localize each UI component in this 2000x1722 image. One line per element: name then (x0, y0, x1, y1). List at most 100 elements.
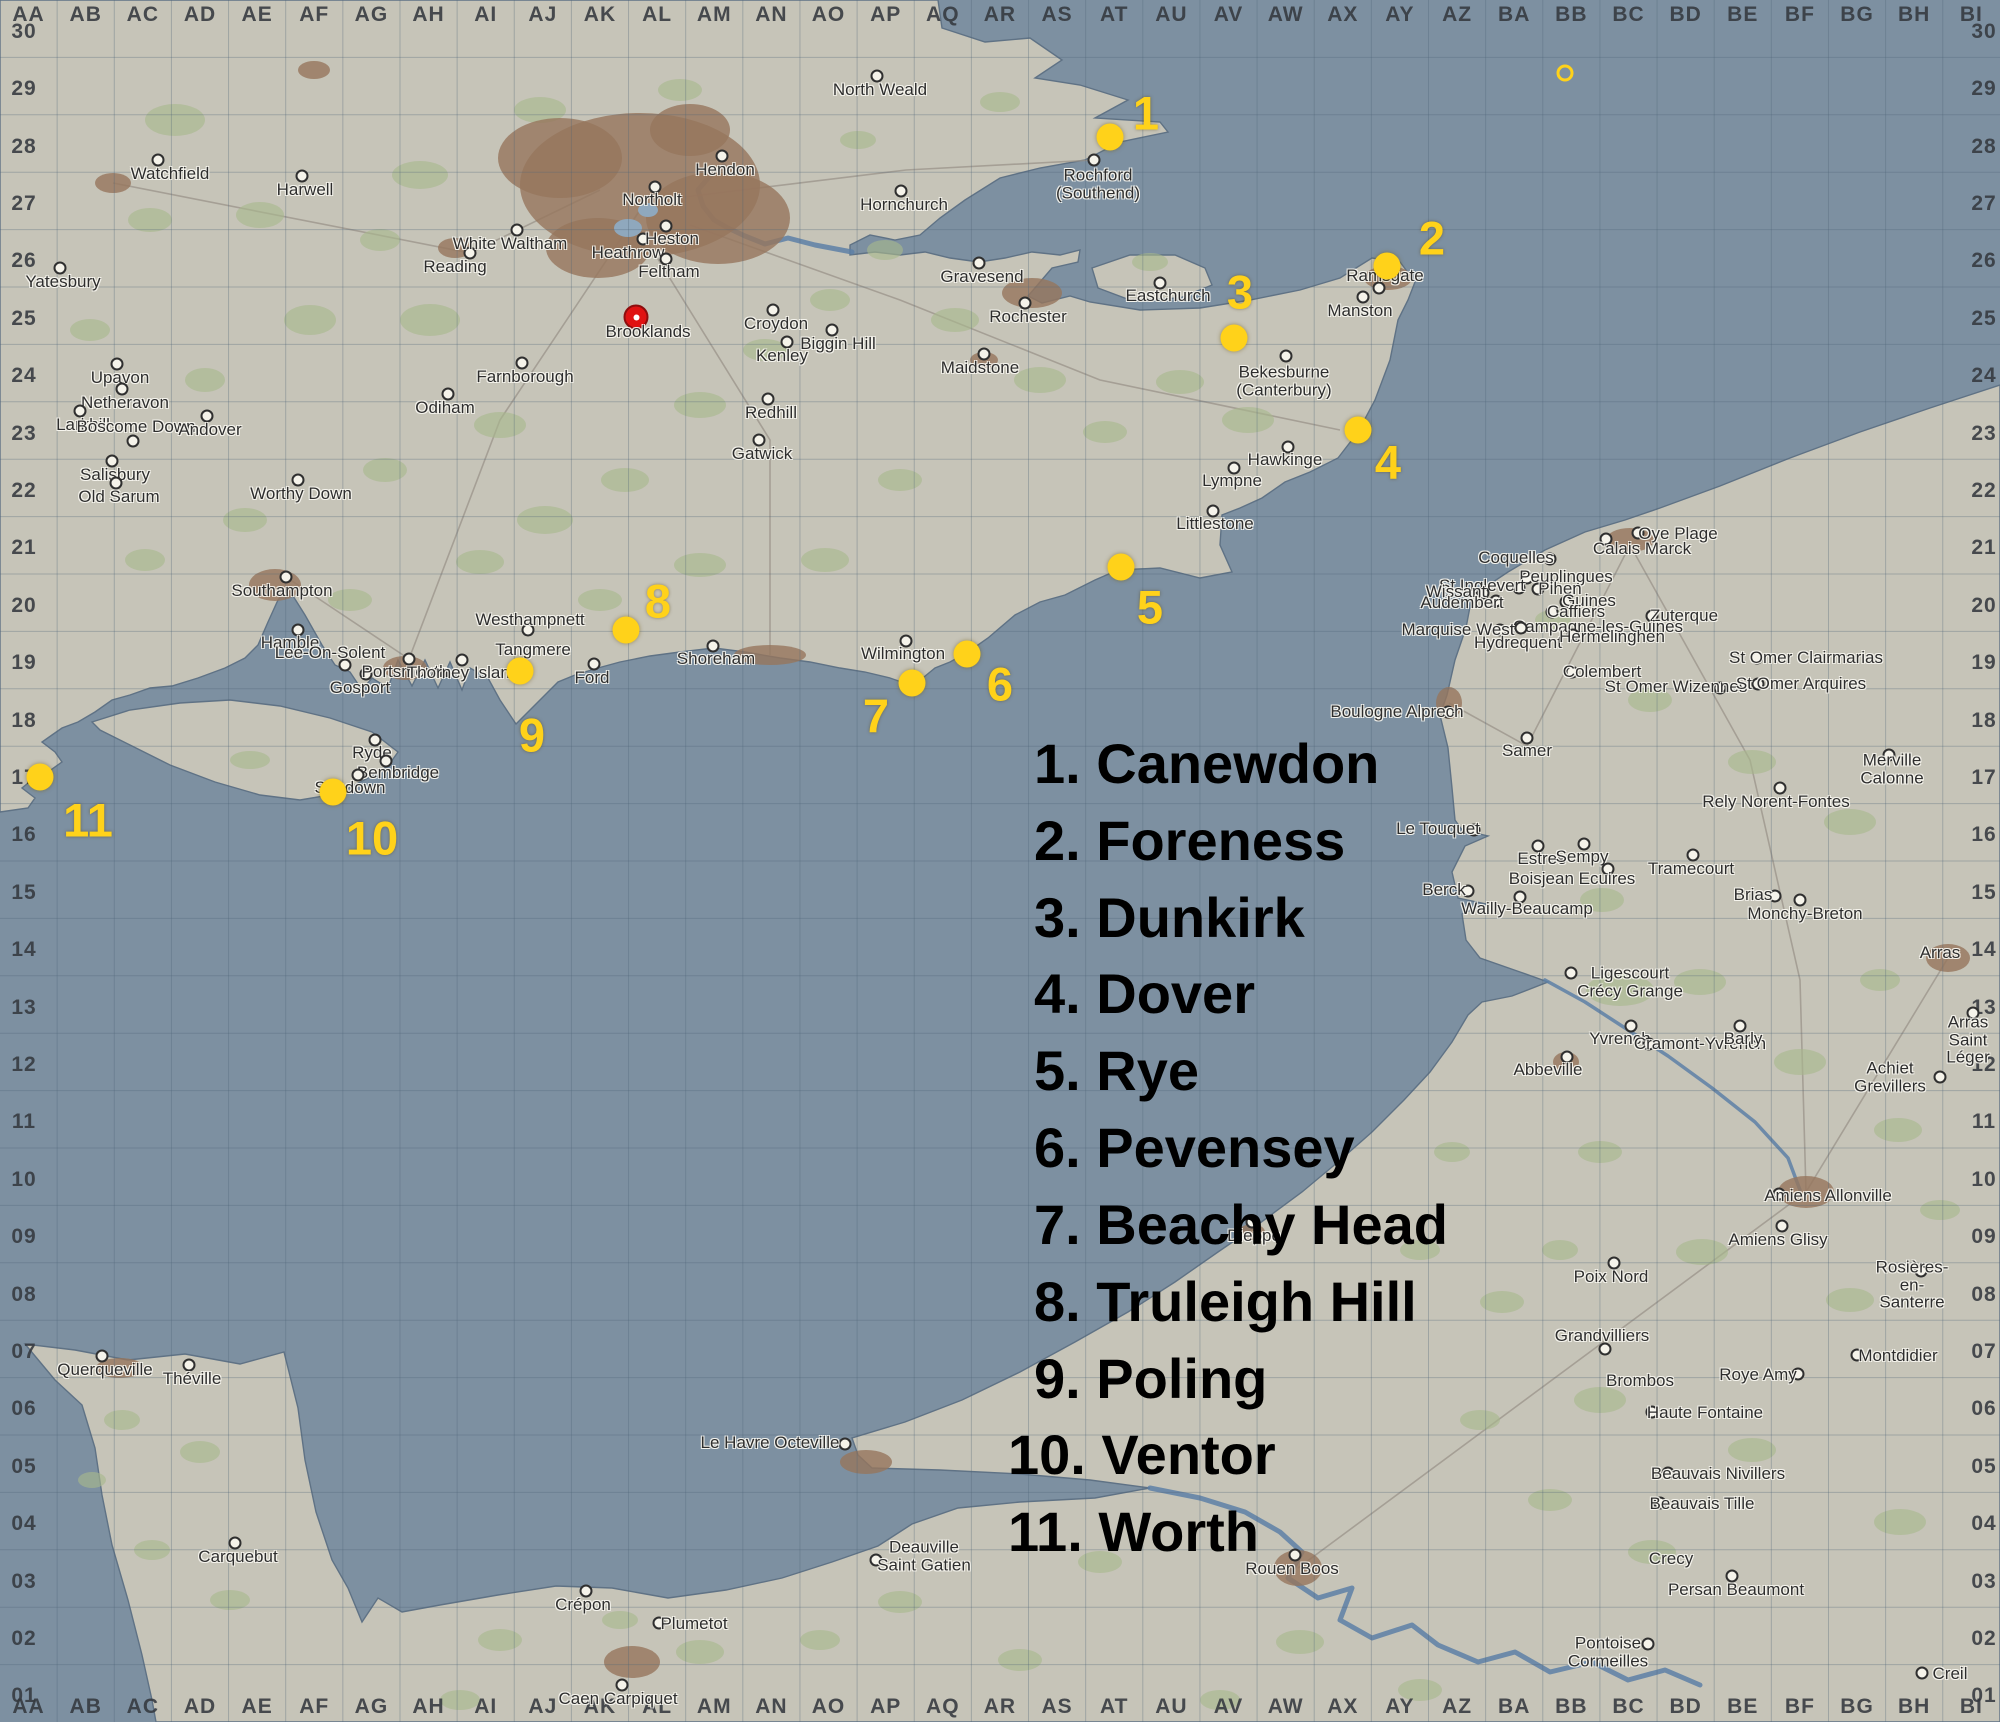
town-label: Rosières-en-Santerre (1875, 1257, 1949, 1312)
town-marker (1768, 889, 1782, 903)
town-label: Calais Marck (1592, 539, 1692, 559)
station-number-3: 3 (1226, 265, 1254, 319)
town-label: Théville (162, 1369, 222, 1389)
grid-row-label: 08 (1971, 1282, 1997, 1306)
town-label: Hawkinge (1247, 450, 1323, 470)
town-label: Gatwick (731, 444, 793, 464)
brooklands-marker (623, 304, 649, 330)
town-label: Shoreham (676, 649, 756, 669)
grid-row-label: 25 (11, 306, 37, 330)
grid-row-label: 07 (1971, 1339, 1997, 1363)
legend-item-11: 11. Worth (1008, 1500, 1260, 1563)
legend-item-1: 1. Canewdon (1034, 732, 1380, 795)
town-label: Coquelles (1478, 548, 1554, 568)
grid-row-label: 10 (1971, 1167, 1997, 1191)
town-label: Northolt (622, 190, 682, 210)
legend-item-9: 9. Poling (1034, 1347, 1268, 1410)
station-dot-10 (319, 778, 347, 806)
town-marker (95, 1349, 109, 1363)
town-label: Marquise West (1401, 620, 1515, 640)
reservoirs (614, 203, 658, 237)
town-marker (1750, 651, 1764, 665)
town-label: Littlestone (1176, 514, 1254, 534)
town-label: Zuterque (1649, 606, 1719, 626)
town-marker (351, 768, 365, 782)
town-marker (402, 652, 416, 666)
town-marker (1372, 281, 1386, 295)
town-marker (1624, 1019, 1638, 1033)
town-label: Croydon (743, 314, 809, 334)
town-marker (1531, 582, 1545, 596)
brooklands-label: Brooklands (605, 322, 691, 342)
grid-row-label: 01 (1971, 1684, 1997, 1708)
town-marker (295, 169, 309, 183)
town-label: Salisbury (80, 465, 150, 485)
town-marker (715, 149, 729, 163)
station-dot-5 (1107, 553, 1135, 581)
grid-row-label: 25 (1971, 306, 1997, 330)
town-marker (766, 303, 780, 317)
grid-row-label: 28 (1971, 134, 1997, 158)
grid-column-label: AO (811, 1695, 846, 1718)
town-label: White Waltham (452, 234, 568, 254)
town-marker (368, 733, 382, 747)
grid-column-label: AE (241, 1695, 273, 1718)
grid-column-label: AH (412, 3, 445, 26)
town-label: Le Havre Octeville (700, 1433, 840, 1453)
town-marker (1793, 893, 1807, 907)
town-label: Estree (1517, 849, 1567, 869)
town-marker (1661, 1466, 1675, 1480)
grid-row-label: 03 (11, 1569, 37, 1593)
town-marker (1520, 731, 1534, 745)
station-number-9: 9 (518, 708, 546, 762)
town-label: Tramecourt (1647, 859, 1735, 879)
grid-row-label: 06 (1971, 1397, 1997, 1421)
grid-row-label: 16 (1971, 823, 1997, 847)
grid-column-label: BG (1840, 3, 1874, 26)
town-label: St Inglevert (1439, 576, 1525, 596)
town-label: Berck (1422, 880, 1466, 900)
town-label: Guines (1562, 591, 1616, 611)
town-label: Persan Beaumont (1667, 1580, 1805, 1600)
station-number-8: 8 (644, 574, 672, 628)
town-label: Thorney Island (406, 663, 520, 683)
town-marker (1915, 1666, 1929, 1680)
town-label: Arras Saint Léger (1946, 1012, 1990, 1067)
grid-row-label: 01 (11, 1684, 37, 1708)
town-label: Peuplingues (1519, 567, 1613, 587)
grid-column-label: BI (1959, 3, 1983, 26)
town-marker (659, 219, 673, 233)
station-dot-3 (1220, 324, 1248, 352)
town-label: Yvrench (1589, 1029, 1651, 1049)
town-label: Rely Norent-Fontes (1702, 792, 1850, 812)
grid-row-label: 03 (1971, 1569, 1997, 1593)
grid-column-label: BF (1784, 3, 1815, 26)
town-marker (1577, 837, 1591, 851)
town-marker (1087, 153, 1101, 167)
grid-column-label: AE (241, 3, 273, 26)
town-label: Larkhill (56, 415, 110, 435)
station-number-5: 5 (1136, 580, 1164, 634)
town-label: Amiens Allonville (1764, 1186, 1892, 1206)
grid-column-label: AY (1385, 1695, 1415, 1718)
grid-column-label: AG (354, 1695, 389, 1718)
grid-column-label: AF (299, 3, 330, 26)
town-marker (1686, 848, 1700, 862)
town-marker (1545, 605, 1559, 619)
town-marker (1850, 1348, 1864, 1362)
town-label: St Omer Clairmarias (1729, 648, 1883, 668)
grid-column-label: AN (755, 3, 788, 26)
station-number-11: 11 (63, 793, 113, 847)
grid-row-label: 08 (11, 1282, 37, 1306)
town-marker (1018, 296, 1032, 310)
grid-column-label: BB (1555, 3, 1588, 26)
grid-column-label: AP (870, 3, 902, 26)
town-label: North Weald (832, 80, 928, 100)
town-label: Abbeville (1513, 1060, 1583, 1080)
grid-row-label: 17 (1971, 765, 1997, 789)
town-label: Andover (178, 420, 242, 440)
town-label: Deauville Saint Gatien (877, 1537, 971, 1574)
town-marker (521, 623, 535, 637)
grid-row-label: 24 (1971, 364, 1997, 388)
